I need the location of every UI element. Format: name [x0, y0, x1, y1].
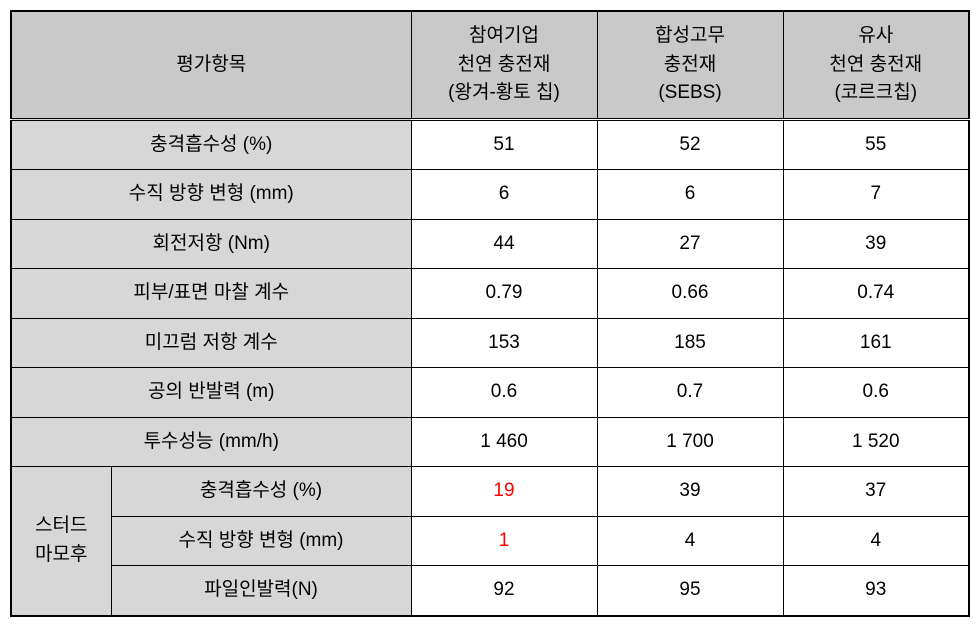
- cell: 93: [783, 566, 969, 616]
- table-header-row: 평가항목 참여기업 천연 충전재 (왕겨-황토 칩) 합성고무 충전재 (SEB…: [11, 11, 969, 119]
- cell: 92: [411, 566, 597, 616]
- table-row: 스터드 마모후 충격흡수성 (%) 19 39 37: [11, 467, 969, 517]
- cell: 153: [411, 318, 597, 368]
- cell: 6: [597, 170, 783, 220]
- cell: 0.6: [783, 368, 969, 418]
- group-label-line1: 스터드: [35, 515, 87, 536]
- cell: 0.79: [411, 269, 597, 319]
- row-label: 수직 방향 변형 (mm): [11, 170, 411, 220]
- row-label: 공의 반발력 (m): [11, 368, 411, 418]
- cell: 0.7: [597, 368, 783, 418]
- header-col3-line2: 천연 충전재: [829, 54, 922, 75]
- cell: 4: [783, 516, 969, 566]
- header-col3-line1: 유사: [858, 25, 893, 46]
- table-row: 미끄럼 저항 계수 153 185 161: [11, 318, 969, 368]
- row-label: 충격흡수성 (%): [11, 119, 411, 170]
- cell: 7: [783, 170, 969, 220]
- table-row: 피부/표면 마찰 계수 0.79 0.66 0.74: [11, 269, 969, 319]
- header-col2-line2: 충전재: [664, 54, 716, 75]
- group-label-line2: 마모후: [35, 544, 87, 565]
- header-col1: 참여기업 천연 충전재 (왕겨-황토 칩): [411, 11, 597, 119]
- cell: 161: [783, 318, 969, 368]
- cell: 0.74: [783, 269, 969, 319]
- header-col2-line1: 합성고무: [655, 25, 725, 46]
- row-label: 피부/표면 마찰 계수: [11, 269, 411, 319]
- cell: 1 460: [411, 417, 597, 467]
- cell: 51: [411, 119, 597, 170]
- header-col3: 유사 천연 충전재 (코르크칩): [783, 11, 969, 119]
- row-label: 수직 방향 변형 (mm): [111, 516, 411, 566]
- cell: 1 520: [783, 417, 969, 467]
- cell-highlight: 19: [411, 467, 597, 517]
- cell: 1 700: [597, 417, 783, 467]
- header-eval-item: 평가항목: [11, 11, 411, 119]
- header-col1-line3: (왕겨-황토 칩): [448, 82, 560, 103]
- row-label: 충격흡수성 (%): [111, 467, 411, 517]
- row-label: 미끄럼 저항 계수: [11, 318, 411, 368]
- cell: 6: [411, 170, 597, 220]
- cell: 37: [783, 467, 969, 517]
- cell: 0.6: [411, 368, 597, 418]
- cell: 4: [597, 516, 783, 566]
- row-label: 회전저항 (Nm): [11, 219, 411, 269]
- table-row: 회전저항 (Nm) 44 27 39: [11, 219, 969, 269]
- row-label: 투수성능 (mm/h): [11, 417, 411, 467]
- cell: 55: [783, 119, 969, 170]
- row-label: 파일인발력(N): [111, 566, 411, 616]
- comparison-table: 평가항목 참여기업 천연 충전재 (왕겨-황토 칩) 합성고무 충전재 (SEB…: [10, 10, 970, 617]
- header-col2-line3: (SEBS): [658, 82, 721, 103]
- cell: 44: [411, 219, 597, 269]
- table-row: 수직 방향 변형 (mm) 6 6 7: [11, 170, 969, 220]
- header-col3-line3: (코르크칩): [834, 82, 917, 103]
- header-col2: 합성고무 충전재 (SEBS): [597, 11, 783, 119]
- cell: 185: [597, 318, 783, 368]
- cell: 27: [597, 219, 783, 269]
- table-row: 공의 반발력 (m) 0.6 0.7 0.6: [11, 368, 969, 418]
- cell: 95: [597, 566, 783, 616]
- table-row: 충격흡수성 (%) 51 52 55: [11, 119, 969, 170]
- header-col1-line1: 참여기업: [469, 25, 539, 46]
- cell: 52: [597, 119, 783, 170]
- table-row: 투수성능 (mm/h) 1 460 1 700 1 520: [11, 417, 969, 467]
- group-label: 스터드 마모후: [11, 467, 111, 616]
- header-col1-line2: 천연 충전재: [458, 54, 551, 75]
- cell-highlight: 1: [411, 516, 597, 566]
- cell: 39: [597, 467, 783, 517]
- cell: 0.66: [597, 269, 783, 319]
- table-row: 파일인발력(N) 92 95 93: [11, 566, 969, 616]
- cell: 39: [783, 219, 969, 269]
- table-row: 수직 방향 변형 (mm) 1 4 4: [11, 516, 969, 566]
